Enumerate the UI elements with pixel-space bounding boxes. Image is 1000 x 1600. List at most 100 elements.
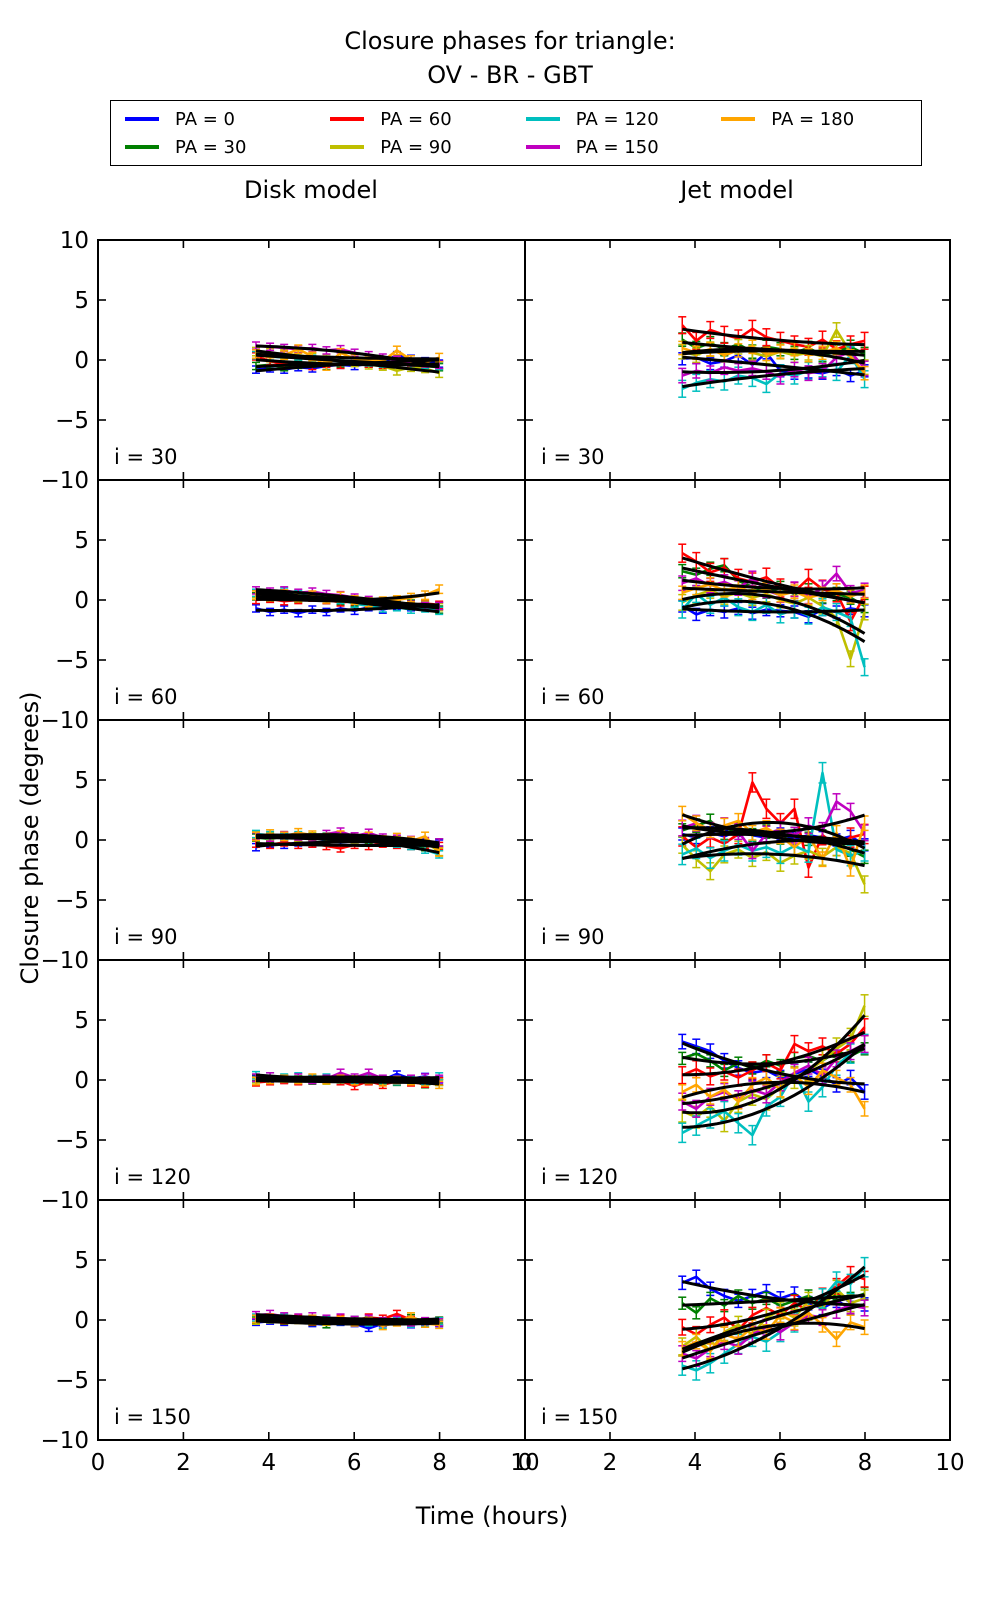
fit-curve xyxy=(682,607,865,614)
y-tick-label: 5 xyxy=(74,288,89,314)
legend-item-pa-60: PA = 60 xyxy=(330,109,526,130)
legend-swatch-pa-120 xyxy=(525,117,560,121)
series-line xyxy=(681,1040,866,1093)
panel-annotation: i = 60 xyxy=(114,685,178,709)
legend-item-pa-90: PA = 90 xyxy=(330,137,526,158)
y-tick-label: 0 xyxy=(74,828,89,854)
fit-curve xyxy=(681,1041,865,1086)
y-tick-label: 5 xyxy=(74,1008,89,1034)
column-title-jet: Jet model xyxy=(680,176,794,204)
y-tick-label: −10 xyxy=(40,1428,89,1454)
fit-curve xyxy=(682,367,865,389)
subplot-jet-i-90: i = 90 xyxy=(524,719,951,961)
fit-curve xyxy=(681,599,866,643)
panel-annotation: i = 150 xyxy=(114,1405,191,1429)
legend-label: PA = 90 xyxy=(380,136,452,158)
x-tick-label: 0 xyxy=(518,1450,533,1476)
subplot-disk-i-150: i = 150 xyxy=(97,1199,526,1441)
fit-curve xyxy=(255,353,440,368)
legend-swatch-pa-90 xyxy=(330,145,365,149)
y-tick-label: 0 xyxy=(74,348,89,374)
fit-curve xyxy=(682,1293,865,1307)
y-tick-label: 5 xyxy=(74,768,89,794)
fit-curve xyxy=(682,358,865,374)
legend-label: PA = 30 xyxy=(175,136,247,158)
panel-annotation: i = 30 xyxy=(541,445,605,469)
fit-curve xyxy=(681,1080,865,1099)
fit-curve xyxy=(681,813,865,846)
legend-swatch-pa-60 xyxy=(330,117,365,121)
legend-item-pa-30: PA = 30 xyxy=(125,137,330,158)
x-tick-label: 2 xyxy=(603,1450,618,1476)
subplot-jet-i-150: i = 150 xyxy=(524,1199,951,1441)
subplot-disk-i-120: i = 120 xyxy=(97,959,526,1201)
fit-curve xyxy=(682,327,865,347)
y-tick-label: −5 xyxy=(55,1128,89,1154)
legend-swatch-pa-180 xyxy=(721,117,756,121)
legend-label: PA = 0 xyxy=(175,108,235,130)
fit-curve xyxy=(681,1280,865,1307)
legend-label: PA = 120 xyxy=(575,108,659,130)
x-axis-label: Time (hours) xyxy=(415,1502,569,1530)
legend-swatch-pa-0 xyxy=(125,117,159,121)
y-tick-label: 0 xyxy=(74,1308,89,1334)
fit-curve xyxy=(682,347,865,365)
legend-swatch-pa-30 xyxy=(125,145,159,149)
fit-curve xyxy=(682,1030,866,1077)
fit-curve xyxy=(681,1321,865,1354)
x-tick-label: 4 xyxy=(261,1450,276,1476)
fit-curve xyxy=(681,1303,865,1360)
fit-curve xyxy=(682,586,865,596)
x-tick-label: 2 xyxy=(176,1450,191,1476)
x-tick-label: 8 xyxy=(432,1450,447,1476)
fit-curve xyxy=(682,1042,866,1106)
subplot-jet-i-60: i = 60 xyxy=(524,479,951,721)
x-tick-label: 4 xyxy=(688,1450,703,1476)
figure-title: Closure phases for triangle: OV - BR - G… xyxy=(20,24,1000,92)
legend: PA = 0 PA = 30 PA = 60 PA = 90 PA = 120 PA = … xyxy=(110,100,922,166)
figure-title-line2: OV - BR - GBT xyxy=(427,61,593,89)
subplot-jet-i-30: i = 30 xyxy=(524,239,951,481)
subplot-disk-i-30: i = 30 xyxy=(97,239,526,481)
fit-curve xyxy=(255,1316,440,1325)
panel-border xyxy=(524,1199,951,1441)
subplot-disk-i-60: i = 60 xyxy=(97,479,526,721)
panel-border xyxy=(524,239,951,481)
y-tick-label: −5 xyxy=(55,408,89,434)
legend-swatch-pa-150 xyxy=(525,145,560,149)
subplot-disk-i-90: i = 90 xyxy=(97,719,526,961)
x-tick-label: 10 xyxy=(935,1450,964,1476)
fit-curve xyxy=(681,556,865,605)
y-tick-label: 5 xyxy=(74,528,89,554)
y-tick-label: −10 xyxy=(40,708,89,734)
legend-item-pa-120: PA = 120 xyxy=(525,108,722,130)
panel-annotation: i = 90 xyxy=(541,925,605,949)
panel-annotation: i = 30 xyxy=(114,445,178,469)
legend-item-pa-180: PA = 180 xyxy=(721,109,907,130)
fit-curve xyxy=(682,578,865,591)
x-tick-label: 6 xyxy=(773,1450,788,1476)
y-tick-label: −10 xyxy=(40,948,89,974)
fit-curve xyxy=(681,1265,866,1371)
y-tick-label: −5 xyxy=(55,648,89,674)
panel-annotation: i = 90 xyxy=(114,925,178,949)
series-line xyxy=(681,1266,866,1372)
fit-curve xyxy=(255,1077,440,1086)
x-tick-label: 8 xyxy=(858,1450,873,1476)
fit-curve xyxy=(255,833,440,848)
panel-annotation: i = 120 xyxy=(114,1165,191,1189)
fit-curve xyxy=(681,1293,865,1351)
fit-curve xyxy=(255,591,440,602)
figure-title-line1: Closure phases for triangle: xyxy=(344,27,676,55)
x-tick-label: 0 xyxy=(91,1450,106,1476)
fit-curve xyxy=(255,589,440,614)
column-title-disk: Disk model xyxy=(244,176,378,204)
fit-curve xyxy=(682,832,865,844)
panel-annotation: i = 150 xyxy=(541,1405,618,1429)
y-tick-label: −5 xyxy=(55,1368,89,1394)
fit-curve xyxy=(682,1014,866,1115)
fit-curve xyxy=(255,1075,440,1081)
legend-label: PA = 150 xyxy=(575,136,659,158)
